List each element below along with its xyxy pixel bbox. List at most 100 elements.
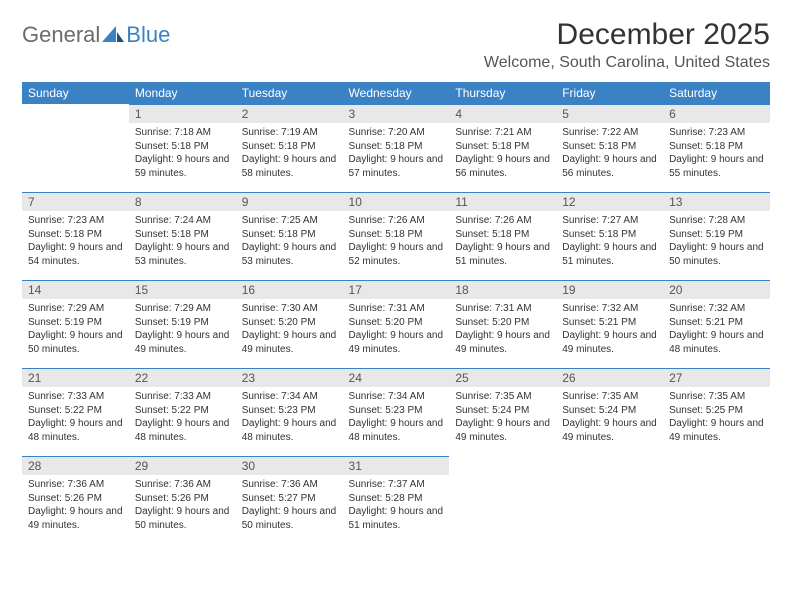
calendar-day-cell: 10Sunrise: 7:26 AMSunset: 5:18 PMDayligh… (343, 192, 450, 280)
day-details: Sunrise: 7:32 AMSunset: 5:21 PMDaylight:… (663, 299, 770, 360)
sunrise-line: Sunrise: 7:31 AM (455, 302, 550, 316)
title-block: December 2025 Welcome, South Carolina, U… (484, 18, 770, 72)
sunrise-line: Sunrise: 7:35 AM (562, 390, 657, 404)
day-number: 27 (663, 368, 770, 387)
day-number: 11 (449, 192, 556, 211)
day-details: Sunrise: 7:35 AMSunset: 5:24 PMDaylight:… (556, 387, 663, 448)
calendar-day-cell: 14Sunrise: 7:29 AMSunset: 5:19 PMDayligh… (22, 280, 129, 368)
sunrise-line: Sunrise: 7:18 AM (135, 126, 230, 140)
sunrise-line: Sunrise: 7:34 AM (349, 390, 444, 404)
weekday-header: Monday (129, 82, 236, 104)
weekday-header: Sunday (22, 82, 129, 104)
day-number: 16 (236, 280, 343, 299)
calendar-day-cell: 15Sunrise: 7:29 AMSunset: 5:19 PMDayligh… (129, 280, 236, 368)
day-details: Sunrise: 7:31 AMSunset: 5:20 PMDaylight:… (343, 299, 450, 360)
calendar-day-cell: 22Sunrise: 7:33 AMSunset: 5:22 PMDayligh… (129, 368, 236, 456)
sunrise-line: Sunrise: 7:34 AM (242, 390, 337, 404)
sunrise-line: Sunrise: 7:23 AM (669, 126, 764, 140)
calendar-day-cell: 28Sunrise: 7:36 AMSunset: 5:26 PMDayligh… (22, 456, 129, 544)
calendar-day-cell: 30Sunrise: 7:36 AMSunset: 5:27 PMDayligh… (236, 456, 343, 544)
day-details: Sunrise: 7:35 AMSunset: 5:24 PMDaylight:… (449, 387, 556, 448)
day-details: Sunrise: 7:22 AMSunset: 5:18 PMDaylight:… (556, 123, 663, 184)
day-details: Sunrise: 7:21 AMSunset: 5:18 PMDaylight:… (449, 123, 556, 184)
daylight-line: Daylight: 9 hours and 49 minutes. (669, 417, 764, 444)
day-number: 26 (556, 368, 663, 387)
daylight-line: Daylight: 9 hours and 49 minutes. (455, 329, 550, 356)
daylight-line: Daylight: 9 hours and 51 minutes. (562, 241, 657, 268)
logo-text-blue: Blue (126, 22, 170, 48)
daylight-line: Daylight: 9 hours and 49 minutes. (562, 329, 657, 356)
sunset-line: Sunset: 5:18 PM (455, 140, 550, 154)
calendar-day-cell (22, 104, 129, 192)
day-number: 20 (663, 280, 770, 299)
sunrise-line: Sunrise: 7:20 AM (349, 126, 444, 140)
sunset-line: Sunset: 5:21 PM (669, 316, 764, 330)
calendar-day-cell: 6Sunrise: 7:23 AMSunset: 5:18 PMDaylight… (663, 104, 770, 192)
day-number: 4 (449, 104, 556, 123)
day-number: 2 (236, 104, 343, 123)
sunset-line: Sunset: 5:18 PM (135, 228, 230, 242)
calendar-day-cell: 23Sunrise: 7:34 AMSunset: 5:23 PMDayligh… (236, 368, 343, 456)
day-details: Sunrise: 7:25 AMSunset: 5:18 PMDaylight:… (236, 211, 343, 272)
daylight-line: Daylight: 9 hours and 48 minutes. (669, 329, 764, 356)
daylight-line: Daylight: 9 hours and 53 minutes. (135, 241, 230, 268)
day-number: 21 (22, 368, 129, 387)
daylight-line: Daylight: 9 hours and 54 minutes. (28, 241, 123, 268)
sunrise-line: Sunrise: 7:35 AM (455, 390, 550, 404)
calendar-day-cell (449, 456, 556, 544)
sunrise-line: Sunrise: 7:27 AM (562, 214, 657, 228)
day-number: 31 (343, 456, 450, 475)
sunrise-line: Sunrise: 7:29 AM (135, 302, 230, 316)
sunset-line: Sunset: 5:20 PM (349, 316, 444, 330)
day-number: 17 (343, 280, 450, 299)
daylight-line: Daylight: 9 hours and 50 minutes. (242, 505, 337, 532)
sunset-line: Sunset: 5:19 PM (135, 316, 230, 330)
daylight-line: Daylight: 9 hours and 56 minutes. (455, 153, 550, 180)
sunset-line: Sunset: 5:20 PM (455, 316, 550, 330)
sunset-line: Sunset: 5:26 PM (28, 492, 123, 506)
calendar-day-cell: 27Sunrise: 7:35 AMSunset: 5:25 PMDayligh… (663, 368, 770, 456)
day-number: 13 (663, 192, 770, 211)
day-details: Sunrise: 7:37 AMSunset: 5:28 PMDaylight:… (343, 475, 450, 536)
sunrise-line: Sunrise: 7:19 AM (242, 126, 337, 140)
day-details: Sunrise: 7:36 AMSunset: 5:26 PMDaylight:… (129, 475, 236, 536)
sunrise-line: Sunrise: 7:33 AM (135, 390, 230, 404)
day-details: Sunrise: 7:24 AMSunset: 5:18 PMDaylight:… (129, 211, 236, 272)
day-details: Sunrise: 7:34 AMSunset: 5:23 PMDaylight:… (236, 387, 343, 448)
day-number: 8 (129, 192, 236, 211)
daylight-line: Daylight: 9 hours and 49 minutes. (349, 329, 444, 356)
day-number: 22 (129, 368, 236, 387)
calendar-table: SundayMondayTuesdayWednesdayThursdayFrid… (22, 82, 770, 544)
day-number: 23 (236, 368, 343, 387)
logo: General Blue (22, 18, 170, 48)
daylight-line: Daylight: 9 hours and 50 minutes. (28, 329, 123, 356)
day-number: 5 (556, 104, 663, 123)
calendar-day-cell: 12Sunrise: 7:27 AMSunset: 5:18 PMDayligh… (556, 192, 663, 280)
sunrise-line: Sunrise: 7:21 AM (455, 126, 550, 140)
sunset-line: Sunset: 5:18 PM (242, 228, 337, 242)
day-number: 29 (129, 456, 236, 475)
day-number: 24 (343, 368, 450, 387)
sunset-line: Sunset: 5:22 PM (28, 404, 123, 418)
sunrise-line: Sunrise: 7:22 AM (562, 126, 657, 140)
daylight-line: Daylight: 9 hours and 57 minutes. (349, 153, 444, 180)
calendar-day-cell: 19Sunrise: 7:32 AMSunset: 5:21 PMDayligh… (556, 280, 663, 368)
sunset-line: Sunset: 5:18 PM (349, 228, 444, 242)
calendar-day-cell: 1Sunrise: 7:18 AMSunset: 5:18 PMDaylight… (129, 104, 236, 192)
calendar-day-cell (556, 456, 663, 544)
calendar-day-cell: 18Sunrise: 7:31 AMSunset: 5:20 PMDayligh… (449, 280, 556, 368)
day-details: Sunrise: 7:35 AMSunset: 5:25 PMDaylight:… (663, 387, 770, 448)
sunset-line: Sunset: 5:18 PM (242, 140, 337, 154)
day-details: Sunrise: 7:36 AMSunset: 5:27 PMDaylight:… (236, 475, 343, 536)
sunset-line: Sunset: 5:20 PM (242, 316, 337, 330)
calendar-day-cell: 9Sunrise: 7:25 AMSunset: 5:18 PMDaylight… (236, 192, 343, 280)
sunset-line: Sunset: 5:24 PM (562, 404, 657, 418)
day-details: Sunrise: 7:29 AMSunset: 5:19 PMDaylight:… (129, 299, 236, 360)
sunrise-line: Sunrise: 7:29 AM (28, 302, 123, 316)
sunset-line: Sunset: 5:28 PM (349, 492, 444, 506)
day-number: 12 (556, 192, 663, 211)
sunset-line: Sunset: 5:24 PM (455, 404, 550, 418)
day-details: Sunrise: 7:26 AMSunset: 5:18 PMDaylight:… (343, 211, 450, 272)
day-number: 28 (22, 456, 129, 475)
sunset-line: Sunset: 5:18 PM (669, 140, 764, 154)
